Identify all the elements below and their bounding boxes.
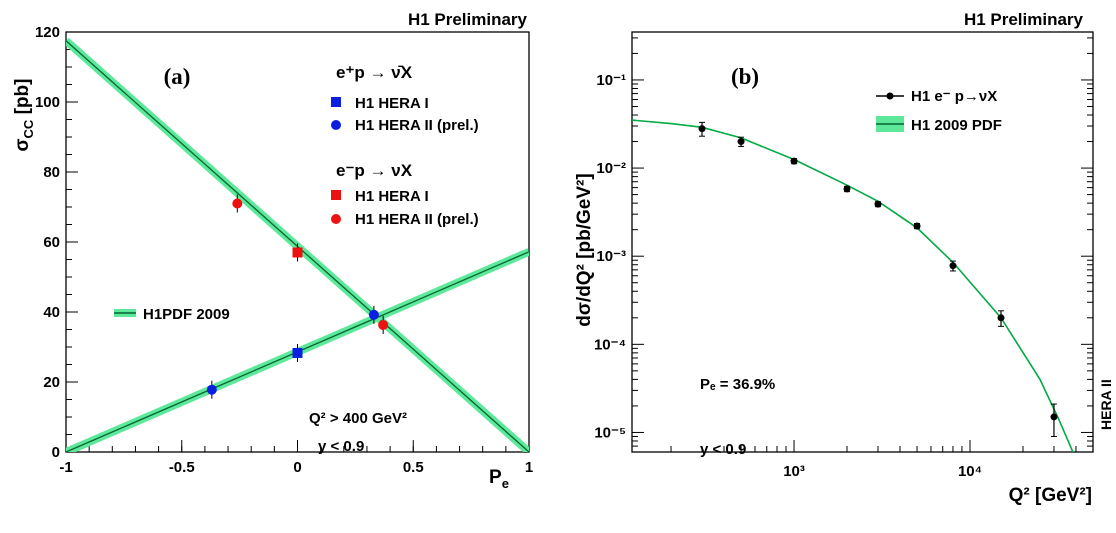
- legend-a-item-2: H1 HERA II (prel.): [355, 117, 479, 134]
- a-xtick-label: 0.5: [403, 459, 424, 476]
- b-data-point: [790, 157, 798, 165]
- panel-a-ylabel: σCC [pb]: [12, 79, 36, 152]
- panel-b-header: H1 Preliminary: [964, 10, 1084, 29]
- legend-b-data-marker: [886, 92, 894, 100]
- panel-a-chart: H1 Preliminary -1 -0.5 0 0.5 1 0 20 40 60 80 100 12…: [12, 10, 533, 491]
- b-xtick-label: 10⁴: [958, 463, 982, 480]
- b-ytick-label: 10⁻¹: [596, 72, 626, 89]
- a-ytick-label: 40: [43, 304, 60, 321]
- panel-a-xlabel-main: P: [489, 467, 502, 488]
- b-ytick-label: 10⁻²: [596, 160, 626, 177]
- a-point-circle: [378, 319, 389, 330]
- a-xtick-label: 1: [525, 459, 533, 476]
- panel-a-cut-y: y < 0.9: [318, 438, 364, 455]
- panel-a-xlabel: Pe: [489, 467, 509, 491]
- legend-a-title-electron: e⁻p → νX: [336, 161, 413, 180]
- b-ytick-label: 10⁻³: [596, 248, 626, 265]
- panel-a-ylabel-sub: CC: [21, 119, 36, 138]
- panel-a-points: [206, 194, 389, 399]
- panel-b-xlabel: Q² [GeV²]: [1009, 485, 1092, 506]
- b-data-point: [949, 262, 957, 270]
- legend-b-item-pdf: H1 2009 PDF: [911, 117, 1002, 134]
- a-ytick-label: 120: [35, 24, 60, 41]
- legend-a-marker-circle-blue: [331, 120, 341, 130]
- panel-a-ticks: -1 -0.5 0 0.5 1 0 20 40 60 80 100 120: [35, 24, 533, 476]
- a-point-circle: [232, 198, 243, 209]
- legend-b-item-data: H1 e⁻ p→νX: [911, 88, 997, 105]
- panel-a-xlabel-sub: e: [502, 476, 509, 491]
- a-ytick-label: 0: [52, 444, 60, 461]
- panel-a-header: H1 Preliminary: [408, 10, 528, 29]
- panel-a-cut-q2: Q² > 400 GeV²: [309, 410, 407, 427]
- b-data-point: [698, 125, 706, 133]
- panel-b-points: [698, 121, 1058, 437]
- a-point-circle: [206, 384, 217, 395]
- b-data-point: [737, 138, 745, 146]
- legend-a-title-positron: e⁺p → ν̄X: [336, 63, 413, 82]
- b-data-point: [1050, 413, 1058, 421]
- a-ytick-label: 20: [43, 374, 60, 391]
- b-xtick-label: 10³: [783, 463, 805, 480]
- panel-b-side-label: HERA II: [1098, 379, 1114, 430]
- legend-a-marker-circle-red: [331, 214, 341, 224]
- a-ytick-label: 80: [43, 164, 60, 181]
- b-data-point: [913, 222, 921, 230]
- a-ytick-label: 100: [35, 94, 60, 111]
- a-xtick-label: -1: [59, 459, 72, 476]
- a-ytick-label: 60: [43, 234, 60, 251]
- panel-b-cut-y: y < 0.9: [700, 441, 746, 458]
- b-data-point: [997, 314, 1005, 322]
- panel-b-frame: [631, 31, 1094, 453]
- panel-b-ylabel: dσ/dQ² [pb/GeV²]: [574, 173, 595, 326]
- a-xtick-label: -0.5: [169, 459, 195, 476]
- a-point-square: [292, 347, 303, 358]
- a-point-square: [292, 247, 303, 258]
- legend-a-fit-label: H1PDF 2009: [143, 306, 230, 323]
- panel-a-ylabel-unit: [pb]: [12, 79, 33, 120]
- legend-a-item-4: H1 HERA II (prel.): [355, 211, 479, 228]
- panel-b-ticks: 10³ 10⁴ 10⁻⁵ 10⁻⁴ 10⁻³ 10⁻² 10⁻¹: [594, 37, 1094, 480]
- panel-b-chart: H1 Preliminary 10³ 10⁴ 10⁻⁵ 10⁻⁴ 10⁻³ 10⁻² 10⁻…: [574, 10, 1114, 506]
- panel-a-ylabel-main: σ: [12, 138, 33, 151]
- b-ytick-label: 10⁻⁴: [594, 336, 626, 353]
- panel-a-label: (a): [164, 64, 191, 89]
- b-data-point: [843, 185, 851, 193]
- a-xtick-label: 0: [293, 459, 301, 476]
- legend-a-item-1: H1 HERA I: [355, 95, 429, 112]
- panel-b-curve: [632, 119, 1074, 452]
- panel-b-polarisation: Pₑ = 36.9%: [700, 376, 775, 393]
- legend-a-item-3: H1 HERA I: [355, 188, 429, 205]
- b-data-point: [874, 200, 882, 208]
- legend-a-marker-square-red: [331, 190, 341, 200]
- a-point-circle: [368, 309, 379, 320]
- panel-b-label: (b): [731, 64, 759, 89]
- legend-a-marker-square-blue: [331, 97, 341, 107]
- b-pdf-curve: [632, 119, 1074, 452]
- b-ytick-label: 10⁻⁵: [594, 424, 626, 441]
